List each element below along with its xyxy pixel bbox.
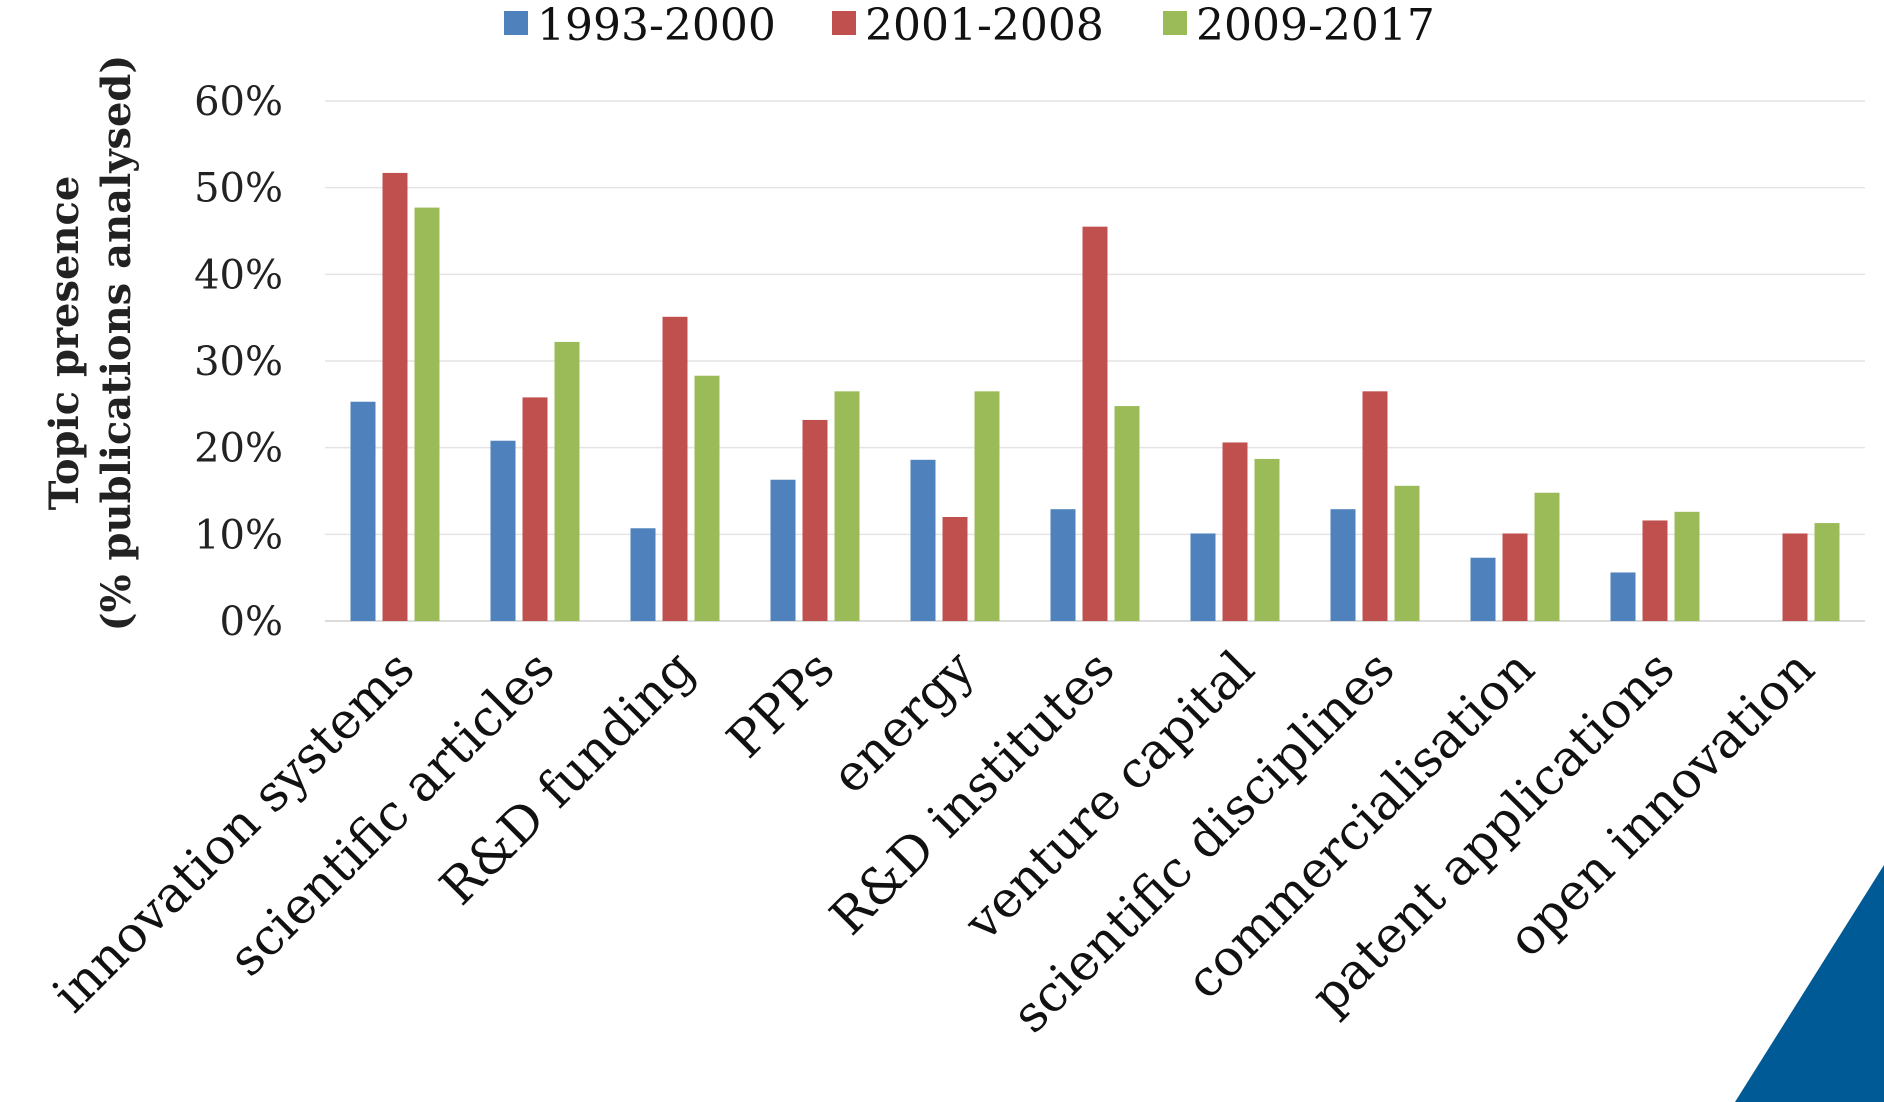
bar [1050, 509, 1076, 621]
bar [382, 172, 408, 621]
bar [1782, 533, 1808, 621]
corner-decoration [1735, 865, 1884, 1102]
bar [1330, 509, 1356, 621]
bar [910, 459, 936, 621]
legend-label: 2001-2008 [865, 0, 1104, 51]
x-tick-label: PPPs [716, 639, 846, 769]
y-tick-label: 10% [194, 512, 283, 558]
y-tick-label: 40% [194, 252, 283, 298]
bar [802, 419, 828, 621]
y-tick-label: 30% [194, 339, 283, 385]
bar [1222, 442, 1248, 621]
bar [1610, 572, 1636, 621]
legend-swatch [1163, 11, 1187, 35]
bar [1534, 492, 1560, 621]
bar [350, 401, 376, 621]
bar [942, 517, 968, 621]
bar [1254, 458, 1280, 621]
y-tick-label: 60% [194, 79, 283, 125]
y-tick-labels: 0% 10% 20% 30% 40% 50% 60% [194, 79, 283, 645]
bar [414, 207, 440, 621]
legend-swatch [832, 11, 856, 35]
bars [350, 172, 1840, 621]
bar [522, 397, 548, 621]
bar [1814, 523, 1840, 621]
bar [1190, 533, 1216, 621]
bar [1642, 520, 1668, 621]
bar [1674, 511, 1700, 621]
legend-label: 1993-2000 [537, 0, 776, 51]
bar [1394, 485, 1420, 621]
bar [694, 375, 720, 621]
legend-label: 2009-2017 [1196, 0, 1435, 51]
legend: 1993-2000 2001-2008 2009-2017 [504, 0, 1435, 51]
bar [630, 528, 656, 621]
bar [1502, 533, 1528, 621]
y-tick-label: 20% [194, 426, 283, 472]
bar [1082, 226, 1108, 621]
legend-swatch [504, 11, 528, 35]
y-tick-label: 0% [220, 599, 283, 645]
bar [770, 479, 796, 621]
x-tick-label: R&D funding [429, 639, 706, 916]
bar [554, 341, 580, 621]
bar [1362, 391, 1388, 621]
y-tick-label: 50% [194, 166, 283, 212]
bar [662, 316, 688, 621]
bar [490, 440, 516, 621]
bar [1114, 406, 1140, 621]
bar [974, 391, 1000, 621]
y-axis-label-line-1: Topic presence [41, 176, 88, 511]
bar [834, 391, 860, 621]
y-axis-label-line-2: (% publications analysed) [93, 55, 140, 632]
bar [1470, 557, 1496, 621]
